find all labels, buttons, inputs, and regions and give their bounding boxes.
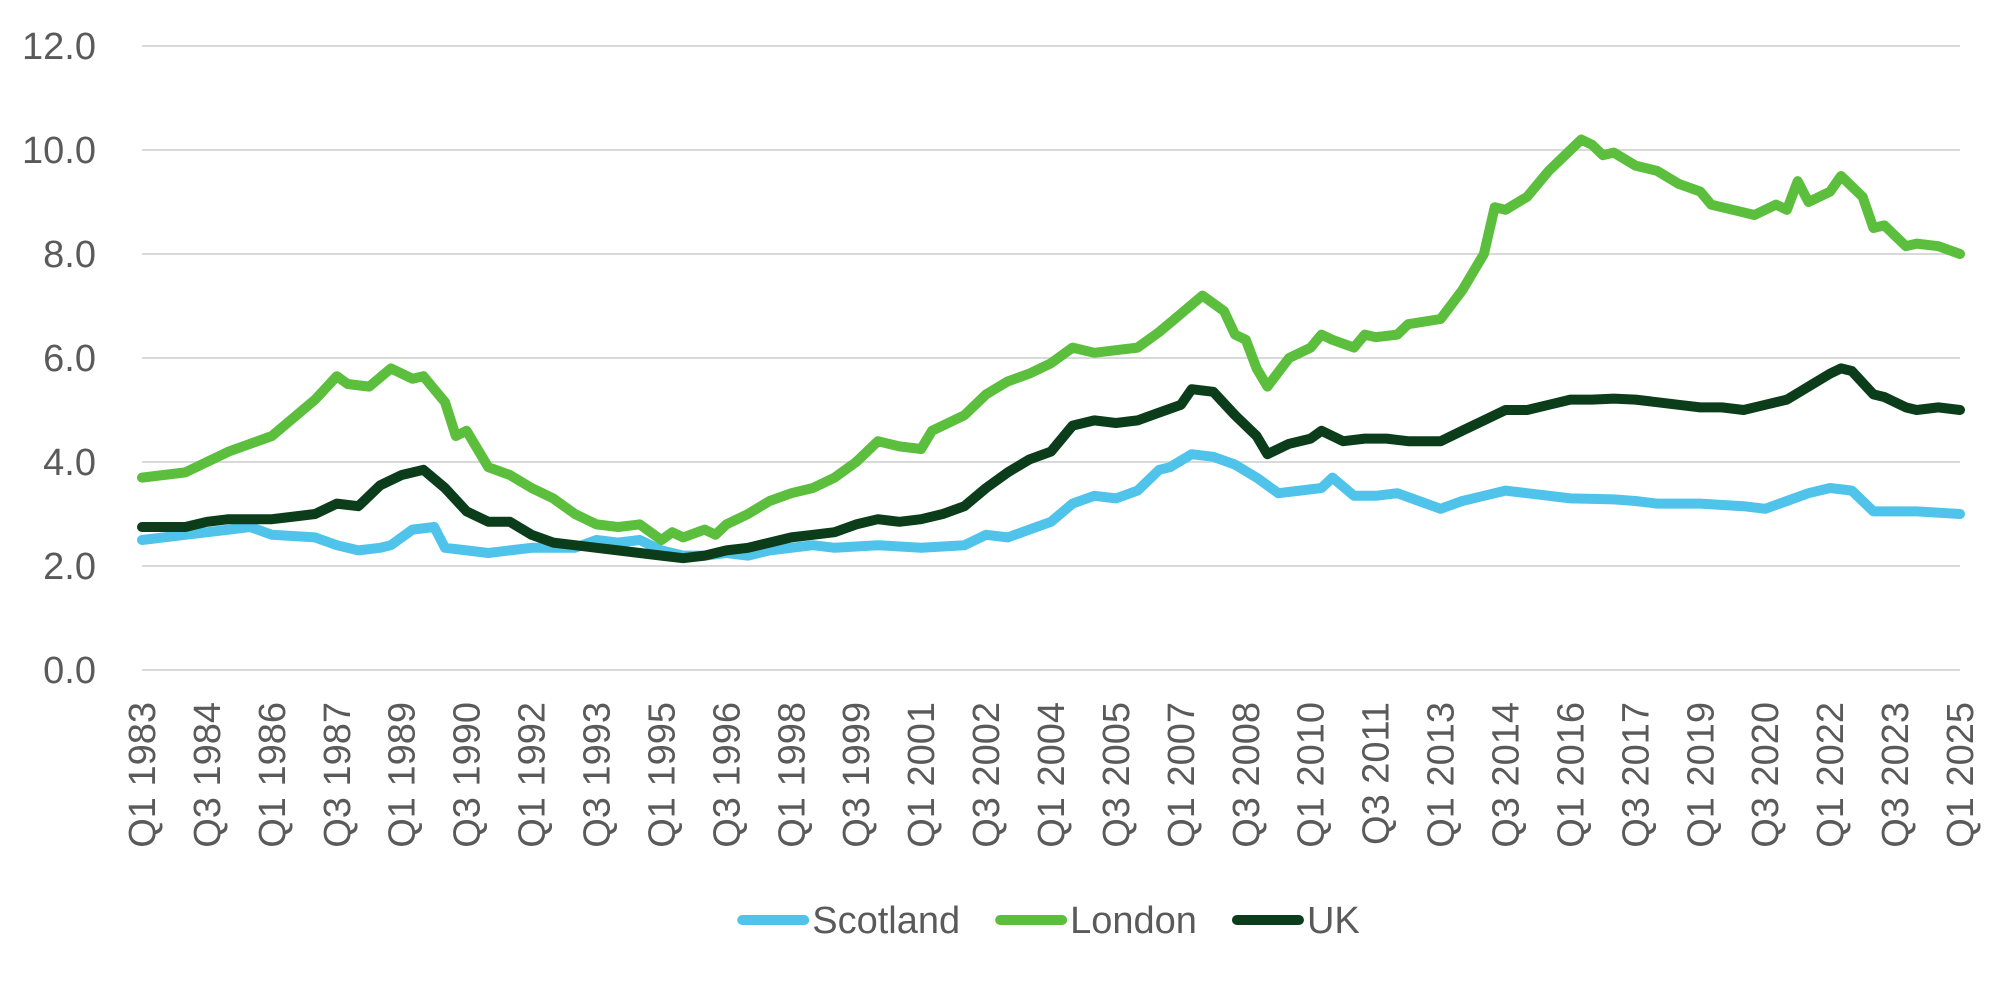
legend-item-uk: UK bbox=[1231, 900, 1360, 942]
x-axis-tick-labels: Q1 1983 Q3 1984 Q1 1986 Q3 1987 Q1 1989 Q3 19… bbox=[122, 702, 1982, 848]
series-line-scotland bbox=[137, 449, 1965, 561]
x-tick-label: Q3 1993 bbox=[577, 702, 619, 848]
series-line-london bbox=[137, 134, 1965, 545]
x-tick-label: Q3 2002 bbox=[966, 702, 1008, 848]
legend: Scotland London UK bbox=[737, 900, 1360, 942]
x-tick-label: Q1 2004 bbox=[1031, 702, 1073, 848]
x-tick-label: Q3 1990 bbox=[447, 702, 489, 848]
y-tick-label: 2.0 bbox=[43, 546, 96, 588]
x-tick-label: Q1 1983 bbox=[122, 702, 164, 848]
x-tick-label: Q1 2010 bbox=[1291, 702, 1333, 848]
x-tick-label: Q3 2008 bbox=[1226, 702, 1268, 848]
x-tick-label: Q3 2017 bbox=[1615, 702, 1657, 848]
x-tick-label: Q1 2001 bbox=[901, 702, 943, 848]
x-tick-label: Q3 2023 bbox=[1875, 702, 1917, 848]
y-axis-tick-labels: 0.0 2.0 4.0 6.0 8.0 10.0 12.0 bbox=[22, 26, 96, 692]
legend-label: UK bbox=[1307, 900, 1360, 942]
y-tick-label: 4.0 bbox=[43, 442, 96, 484]
legend-label: London bbox=[1070, 900, 1197, 942]
series-line-uk bbox=[137, 363, 1965, 564]
x-tick-label: Q1 2016 bbox=[1550, 702, 1592, 848]
legend-item-london: London bbox=[995, 900, 1197, 942]
x-tick-label: Q1 1992 bbox=[512, 702, 554, 848]
x-tick-label: Q1 2022 bbox=[1810, 702, 1852, 848]
x-tick-label: Q3 1999 bbox=[836, 702, 878, 848]
y-tick-label: 12.0 bbox=[22, 26, 96, 68]
x-tick-label: Q1 1989 bbox=[382, 702, 424, 848]
legend-item-scotland: Scotland bbox=[737, 900, 960, 942]
y-tick-label: 8.0 bbox=[43, 234, 96, 276]
series-lines bbox=[137, 134, 1965, 564]
x-tick-label: Q1 1986 bbox=[252, 702, 294, 848]
y-tick-label: 6.0 bbox=[43, 338, 96, 380]
x-tick-label: Q3 1987 bbox=[317, 702, 359, 848]
y-tick-label: 10.0 bbox=[22, 130, 96, 172]
x-tick-label: Q1 2025 bbox=[1940, 702, 1982, 848]
x-tick-label: Q3 2005 bbox=[1096, 702, 1138, 848]
x-tick-label: Q1 2007 bbox=[1161, 702, 1203, 848]
x-tick-label: Q3 2014 bbox=[1486, 702, 1528, 848]
y-tick-label: 0.0 bbox=[43, 650, 96, 692]
x-tick-label: Q3 1984 bbox=[187, 702, 229, 848]
x-tick-label: Q3 2020 bbox=[1745, 702, 1787, 848]
x-tick-label: Q1 1995 bbox=[641, 702, 683, 848]
gridlines bbox=[142, 45, 1960, 671]
x-tick-label: Q3 1996 bbox=[706, 702, 748, 848]
x-tick-label: Q1 2019 bbox=[1680, 702, 1722, 848]
legend-label: Scotland bbox=[812, 900, 960, 942]
x-tick-label: Q1 2013 bbox=[1421, 702, 1463, 848]
x-tick-label: Q3 2011 bbox=[1356, 702, 1398, 845]
x-tick-label: Q1 1998 bbox=[771, 702, 813, 848]
